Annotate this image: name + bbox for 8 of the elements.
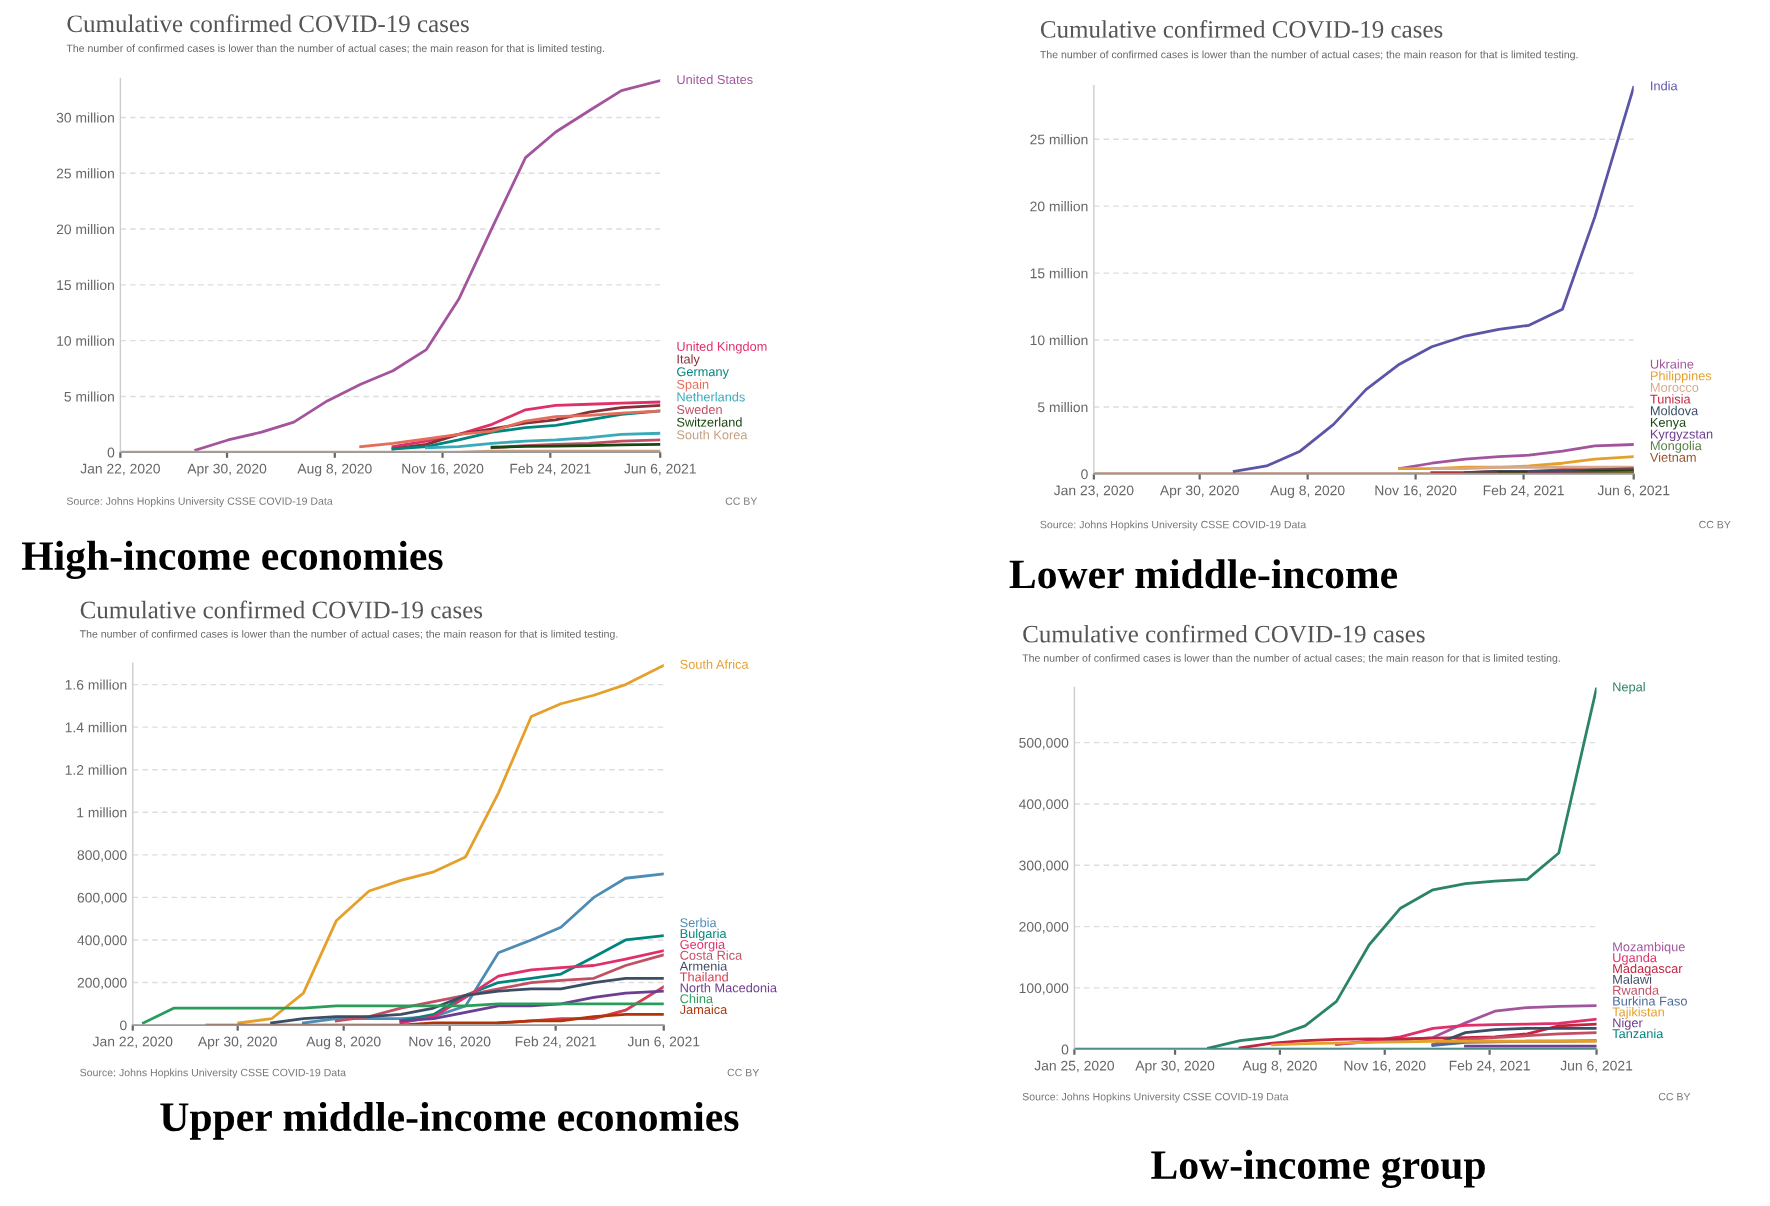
chart-title: Cumulative confirmed COVID-19 cases [67, 14, 469, 33]
chart-title: Cumulative confirmed COVID-19 cases [1040, 19, 1443, 38]
chart-title: Cumulative confirmed COVID-19 cases [80, 600, 483, 619]
text: Lower middle-income [1009, 559, 1398, 589]
chart-title: Cumulative confirmed COVID-19 cases [1023, 624, 1425, 643]
text: Upper middle-income economies [160, 1101, 739, 1140]
text: High-income economies [21, 540, 443, 579]
text: Low-income group [1151, 1149, 1485, 1188]
